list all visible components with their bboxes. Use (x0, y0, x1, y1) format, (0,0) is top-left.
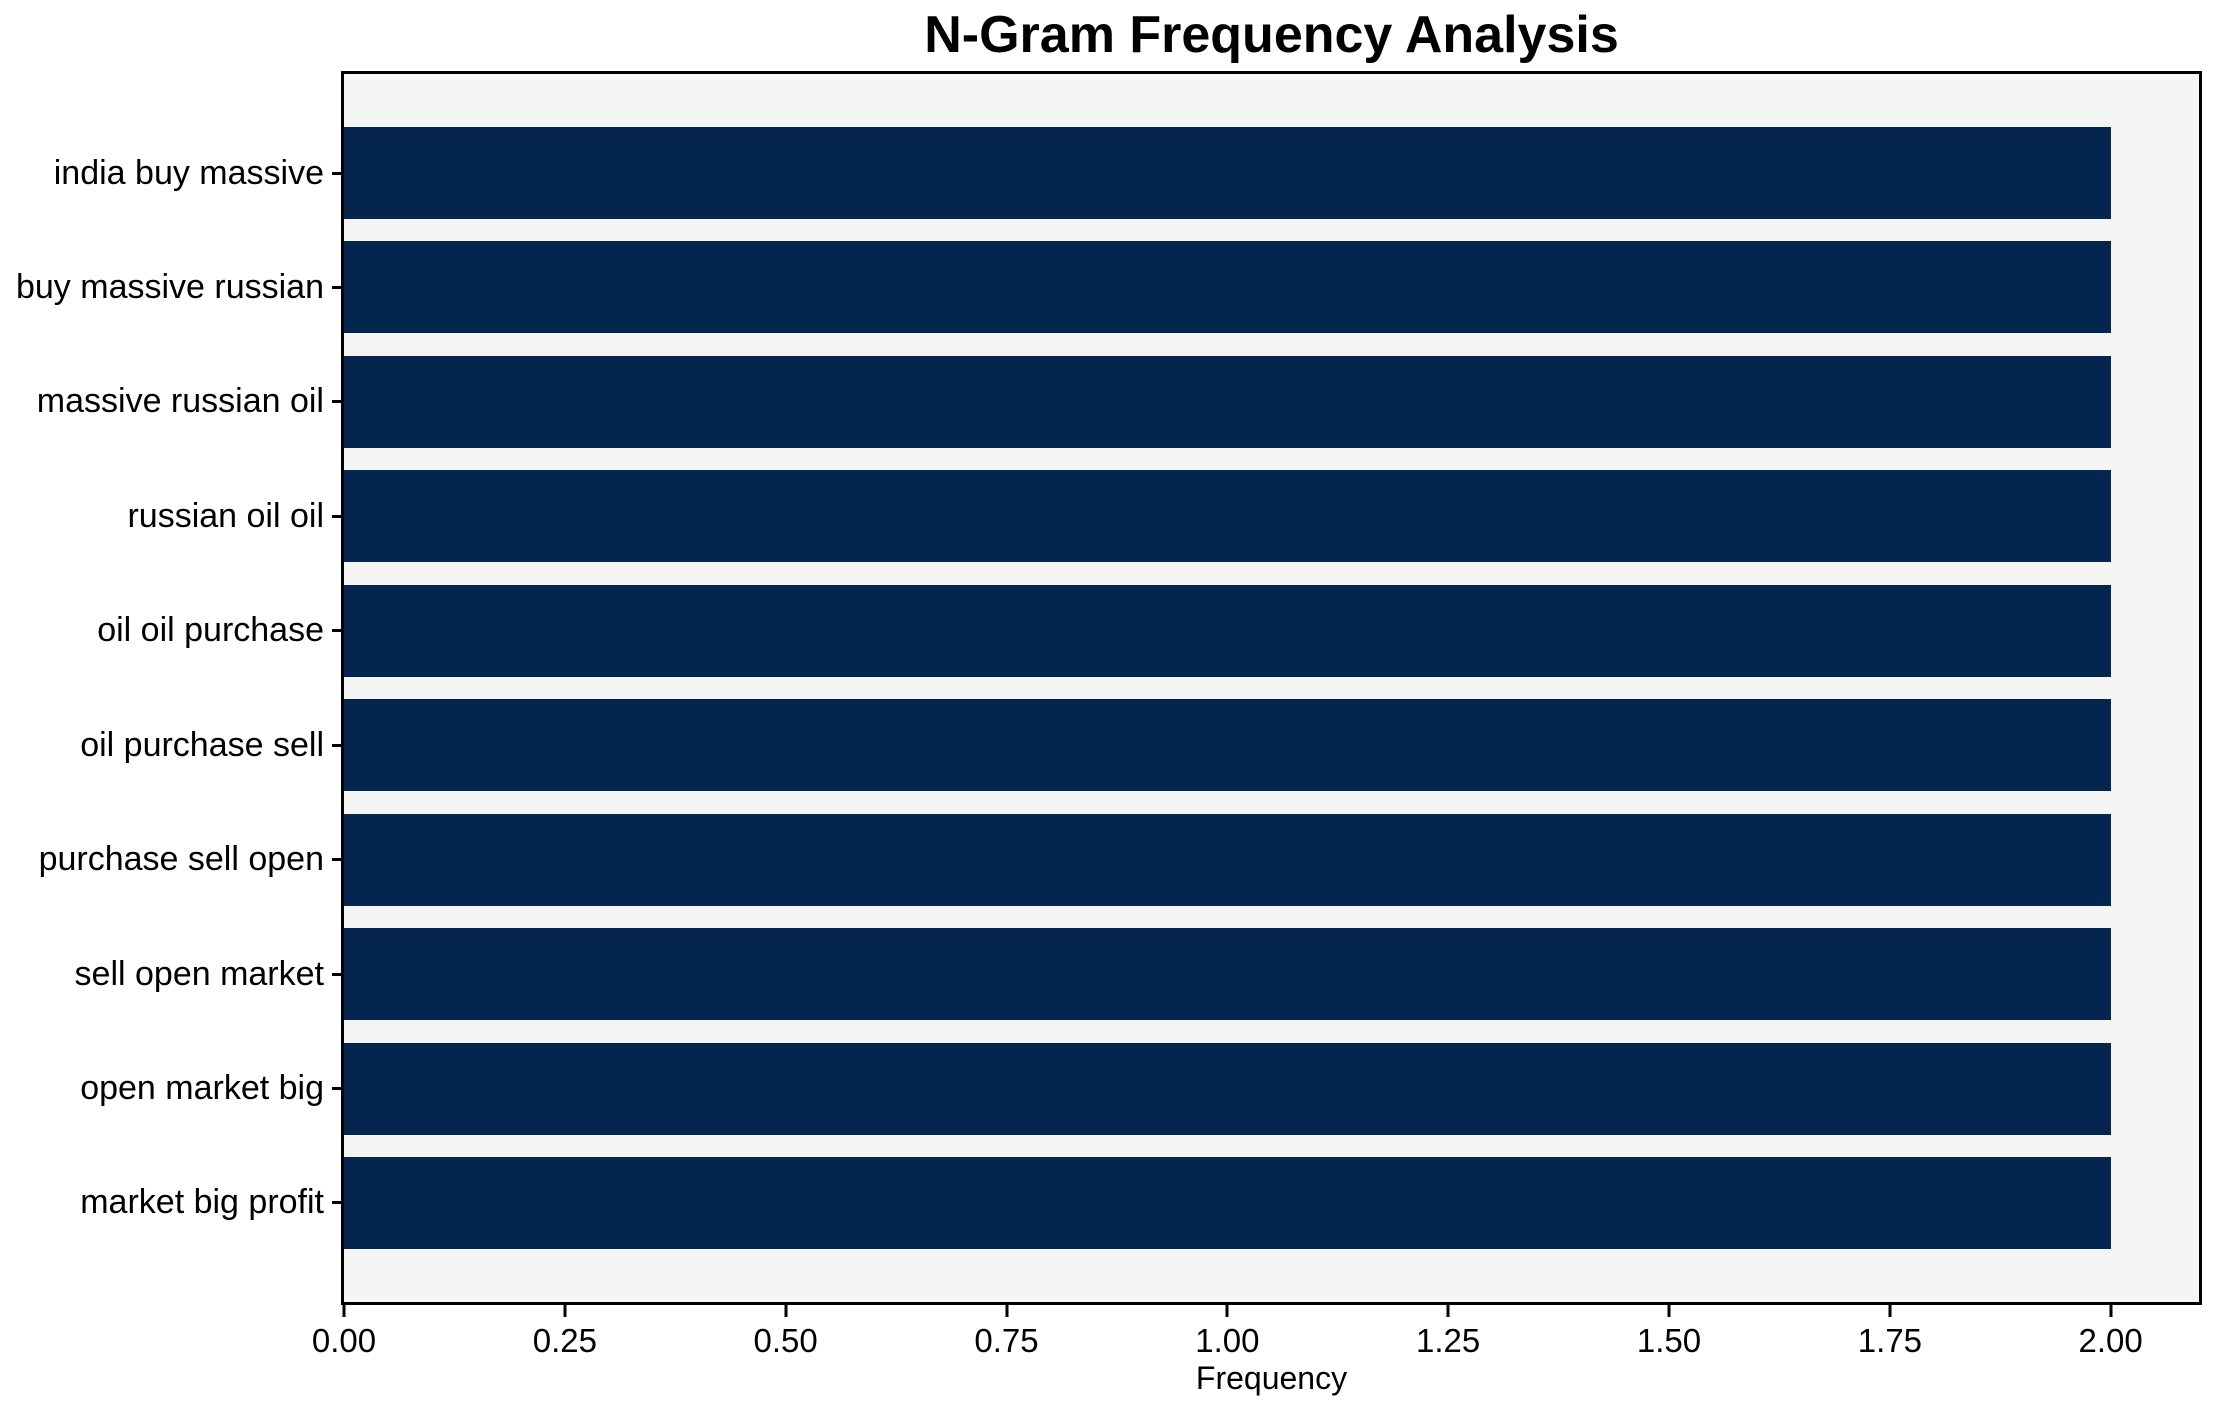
y-tick-row: buy massive russian (0, 241, 341, 333)
y-tick-mark (332, 972, 341, 976)
bar-row (344, 699, 2199, 792)
x-tick-mark (2109, 1305, 2113, 1317)
bar-row (344, 584, 2199, 677)
plot-area (341, 71, 2202, 1305)
y-tick-label: market big profit (80, 1183, 324, 1222)
x-tick-mark (1225, 1305, 1229, 1317)
x-tick-label: 0.75 (974, 1322, 1039, 1359)
y-tick-mark (332, 1201, 341, 1205)
y-tick-mark (332, 171, 341, 175)
y-tick-mark (332, 629, 341, 633)
y-tick-label: purchase sell open (38, 840, 324, 879)
bar (344, 355, 2111, 448)
y-tick-row: sell open market (0, 928, 341, 1020)
bar-row (344, 1042, 2199, 1135)
x-tick-label: 1.00 (1195, 1322, 1260, 1359)
y-tick-label: oil purchase sell (80, 725, 324, 764)
y-axis-labels: india buy massive buy massive russian mass… (0, 74, 341, 1302)
y-tick-row: open market big (0, 1043, 341, 1135)
y-tick-label: massive russian oil (36, 382, 324, 421)
y-tick-row: market big profit (0, 1157, 341, 1249)
bar-row (344, 470, 2199, 563)
x-axis-label: Frequency (1195, 1360, 1348, 1396)
y-tick-mark (332, 1087, 341, 1090)
y-tick-label: oil oil purchase (97, 611, 324, 650)
x-tick-label: 1.25 (1416, 1322, 1481, 1359)
bar-row (344, 1156, 2199, 1249)
x-tick-mark (563, 1305, 567, 1317)
y-tick-mark (332, 514, 341, 518)
y-tick-row: oil oil purchase (0, 585, 341, 677)
y-tick-label: russian oil oil (127, 496, 324, 535)
bar (344, 699, 2111, 792)
x-tick-mark (784, 1305, 788, 1317)
bars (344, 74, 2199, 1302)
bar (344, 241, 2111, 334)
y-tick-label: open market big (80, 1069, 324, 1107)
bar-row (344, 928, 2199, 1021)
y-tick-row: purchase sell open (0, 814, 341, 906)
x-tick-mark (1005, 1305, 1008, 1317)
x-tick-label: 0.25 (532, 1322, 597, 1359)
y-tick-row: oil purchase sell (0, 699, 341, 791)
x-tick-label: 1.75 (1857, 1322, 1922, 1359)
x-tick-label: 1.50 (1636, 1322, 1702, 1359)
bar (344, 813, 2111, 906)
bar (344, 127, 2111, 219)
x-tick-mark (1667, 1305, 1671, 1317)
x-tick-mark (1888, 1305, 1892, 1317)
chart-title: N-Gram Frequency Analysis (924, 6, 1619, 64)
bar (344, 928, 2111, 1021)
y-tick-mark (332, 743, 341, 747)
x-tick-mark (1446, 1305, 1450, 1317)
bar-row (344, 241, 2199, 334)
y-tick-mark (332, 285, 341, 289)
y-tick-label: buy massive russian (15, 267, 324, 306)
x-tick-label: 2.00 (2078, 1322, 2143, 1359)
y-tick-label: sell open market (74, 954, 324, 993)
y-tick-mark (332, 400, 341, 404)
bar (344, 470, 2111, 563)
y-tick-row: india buy massive (0, 127, 341, 219)
bar (344, 1042, 2111, 1135)
y-tick-label: india buy massive (53, 153, 324, 192)
bar-row (344, 355, 2199, 448)
x-tick-mark (342, 1305, 346, 1317)
bar-row (344, 813, 2199, 906)
bar-row (344, 127, 2199, 219)
x-tick-label: 0.50 (753, 1322, 818, 1359)
y-tick-row: russian oil oil (0, 470, 341, 562)
bar (344, 1156, 2111, 1249)
bar (344, 584, 2111, 677)
y-tick-mark (332, 858, 341, 862)
x-tick-label: 0.00 (311, 1322, 377, 1359)
y-tick-row: massive russian oil (0, 356, 341, 448)
